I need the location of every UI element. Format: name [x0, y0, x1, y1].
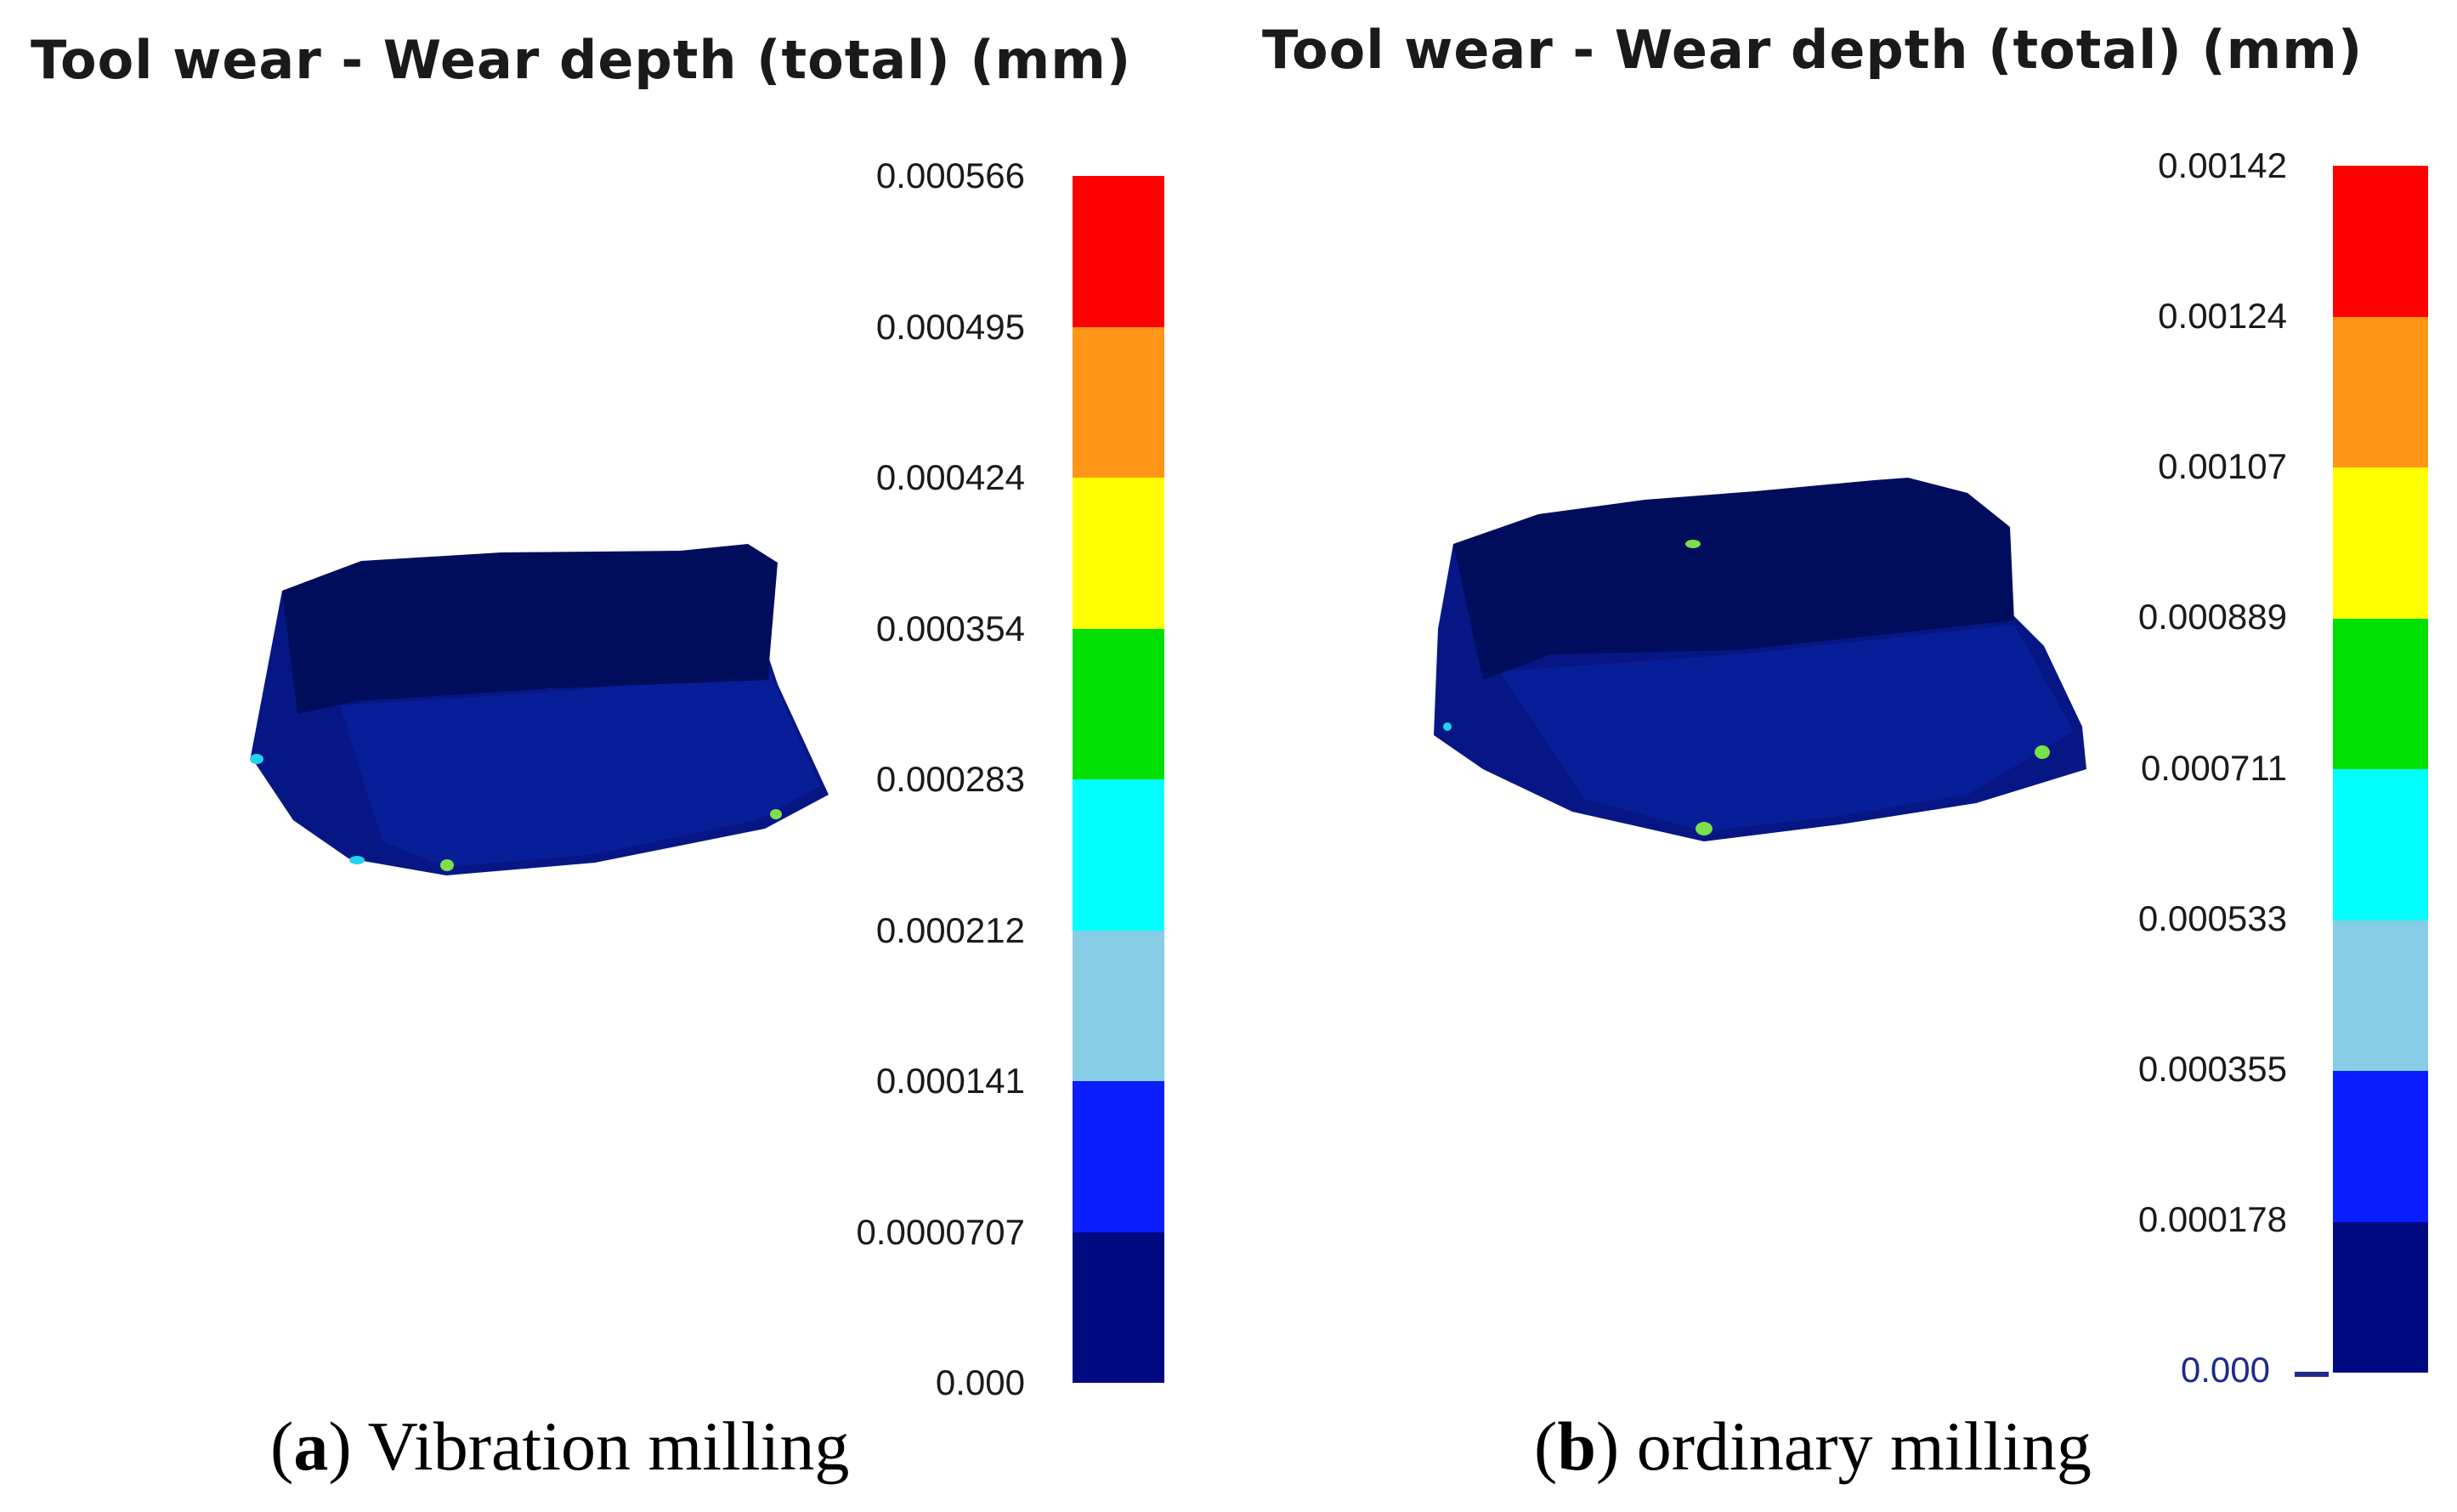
legend-label: 0.000424 [875, 457, 1025, 497]
legend-label: 0.000354 [875, 609, 1025, 648]
caption-letter: a [293, 1407, 329, 1485]
legend-swatch [1073, 326, 1164, 478]
legend-label: 0.000 [2180, 1350, 2270, 1390]
wear-hotspot [1696, 822, 1713, 835]
legend-swatch [2333, 467, 2428, 619]
legend-swatch [2333, 769, 2428, 920]
tool-top-face [1453, 478, 2014, 680]
legend-label: 0.000533 [2137, 898, 2287, 938]
panel-title: Tool wear - Wear depth (total) (mm) [1262, 19, 2364, 81]
tool-wear-model [1434, 478, 2086, 841]
legend-swatch [1073, 478, 1164, 629]
legend-swatch [1073, 779, 1164, 931]
legend-label: 0.000212 [875, 910, 1025, 950]
legend-label: 0.000711 [2140, 748, 2287, 788]
legend-label: 0.00124 [2158, 296, 2287, 336]
legend-swatch [1073, 176, 1164, 327]
tool-flank-face-light [340, 671, 820, 867]
wear-hotspot [2035, 745, 2050, 759]
legend-label: 0.000283 [875, 759, 1025, 799]
caption-letter: b [1557, 1407, 1596, 1485]
legend-swatch [1073, 1232, 1164, 1383]
legend-label: 0.000495 [875, 307, 1025, 347]
wear-hotspot [440, 859, 454, 871]
legend-swatch [2333, 618, 2428, 769]
legend-swatch [1073, 930, 1164, 1081]
legend-label: 0.000355 [2137, 1049, 2287, 1089]
legend-swatch [2333, 1221, 2428, 1373]
wear-hotspot [1443, 722, 1452, 731]
caption-text: ordinary milling [1636, 1407, 2092, 1485]
wear-hotspot [349, 856, 365, 864]
legend-label: 0.00107 [2158, 446, 2287, 486]
color-legend-bar [2333, 166, 2428, 1373]
legend-label: 0.0000707 [856, 1212, 1025, 1252]
legend-label: 0.000889 [2137, 597, 2287, 637]
legend-label: 0.00142 [2158, 145, 2287, 185]
legend-pointer-icon [2295, 1372, 2329, 1377]
wear-hotspot [250, 754, 263, 764]
legend-swatch [2333, 166, 2428, 317]
panel-ordinary-milling: Tool wear - Wear depth (total) (mm) 0.00… [1228, 0, 2457, 1512]
legend-label: 0.000 [935, 1362, 1025, 1402]
tool-top-face [282, 544, 778, 714]
wear-hotspot [770, 809, 782, 819]
tool-flank-face-light [1500, 625, 2074, 831]
caption-text: Vibration milling [367, 1407, 850, 1485]
panel-title: Tool wear - Wear depth (total) (mm) [31, 29, 1132, 91]
panel-vibration-milling: Tool wear - Wear depth (total) (mm) 0.00… [0, 0, 1228, 1512]
legend-swatch [1073, 1081, 1164, 1232]
tool-wear-model [250, 544, 829, 875]
panel-caption: (b) ordinary milling [1534, 1407, 2092, 1485]
legend-swatch [2333, 920, 2428, 1071]
wear-hotspot [1685, 540, 1701, 548]
legend-swatch [2333, 1071, 2428, 1222]
legend-label: 0.000178 [2137, 1199, 2287, 1239]
legend-swatch [1073, 628, 1164, 779]
legend-label: 0.000141 [875, 1061, 1025, 1101]
panel-caption: (a) Vibration milling [270, 1407, 850, 1485]
legend-label: 0.000566 [875, 156, 1025, 195]
legend-swatch [2333, 316, 2428, 467]
color-legend-bar [1073, 176, 1164, 1383]
